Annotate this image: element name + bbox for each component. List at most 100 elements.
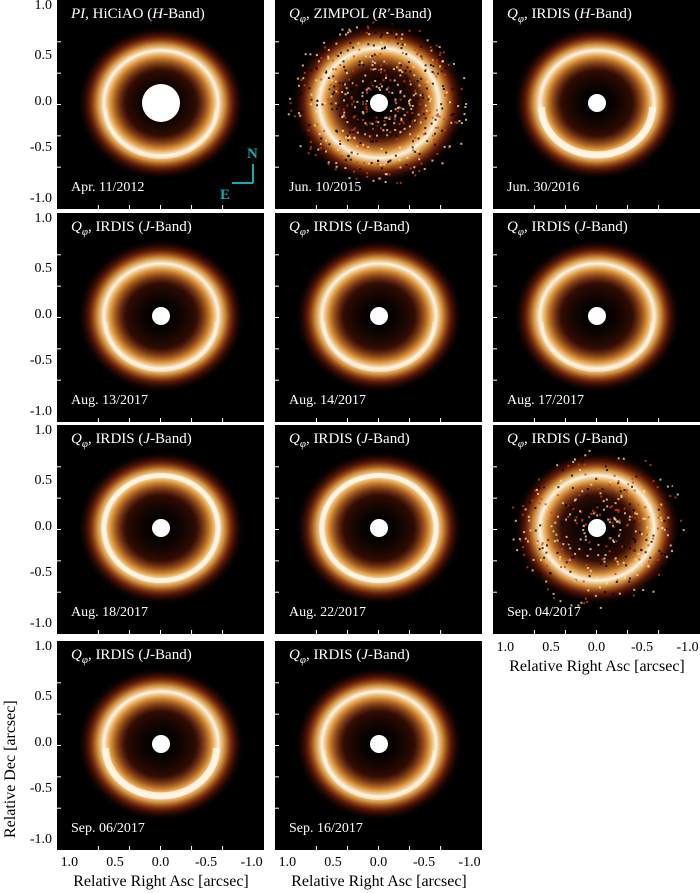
x-axis-label: Relative Right Asc [arcsec] — [73, 873, 249, 890]
title-band: J — [579, 219, 587, 235]
image-panel: Qφ, ZIMPOL (R′-Band) Jun. 10/2015 — [275, 0, 482, 209]
coronagraph-mask — [370, 94, 388, 112]
y-tick-label: -0.5 — [29, 353, 52, 369]
panel-date: Sep. 06/2017 — [71, 821, 145, 836]
y-tick-label: 0.0 — [34, 735, 53, 751]
image-panel: PI, HiCiAO (H-Band) Apr. 11/2012 N E — [57, 0, 264, 209]
title-instrument: , IRDIS ( — [523, 219, 580, 235]
title-instrument: , IRDIS ( — [523, 431, 580, 447]
coronagraph-mask — [588, 307, 606, 325]
title-band-suffix: -Band) — [590, 6, 632, 22]
x-tick-label: 1.0 — [496, 640, 515, 655]
title-subscript: φ — [517, 226, 524, 238]
disk-image — [275, 238, 463, 422]
y-tick-label: -1.0 — [29, 190, 52, 206]
disk-image — [57, 450, 245, 634]
title-quantity: Q — [289, 6, 300, 22]
disk-image — [275, 666, 463, 850]
image-panel: Qφ, IRDIS (J-Band) Sep. 04/2017 — [493, 425, 700, 634]
y-tick-label: 1.0 — [34, 0, 53, 14]
panel-date: Apr. 11/2012 — [71, 180, 145, 195]
coronagraph-mask — [370, 519, 388, 537]
title-band: J — [361, 219, 369, 235]
title-band: H — [152, 6, 164, 22]
title-quantity: Q — [71, 431, 82, 447]
title-quantity: Q — [289, 431, 300, 447]
title-quantity: Q — [289, 647, 300, 663]
title-band: J — [579, 431, 587, 447]
panel-date: Sep. 04/2017 — [507, 605, 581, 620]
x-tick-label: 1.0 — [278, 855, 297, 870]
panel-title: Qφ, IRDIS (J-Band) — [507, 431, 628, 450]
y-tick-label: 0.5 — [34, 48, 53, 64]
x-tick-label: 0.5 — [324, 855, 342, 870]
panel-title: Qφ, IRDIS (J-Band) — [289, 219, 410, 238]
title-quantity: Q — [289, 219, 300, 235]
panel-title: Qφ, IRDIS (J-Band) — [71, 647, 192, 666]
title-band-suffix: -Band) — [389, 6, 432, 22]
x-tick-label: -0.5 — [630, 640, 654, 655]
y-tick-label: 0.5 — [34, 473, 53, 489]
coronagraph-mask — [588, 519, 606, 537]
image-panel: Qφ, IRDIS (J-Band) Sep. 06/2017 — [57, 641, 264, 850]
panel-date: Jun. 10/2015 — [289, 180, 362, 195]
image-panel: Qφ, IRDIS (J-Band) Sep. 16/2017 — [275, 641, 482, 850]
disk-image — [493, 447, 685, 634]
disk-image — [57, 666, 245, 850]
panel-title: Qφ, IRDIS (H-Band) — [507, 6, 632, 25]
image-panel: Qφ, IRDIS (H-Band) Jun. 30/2016 — [493, 0, 700, 209]
coronagraph-mask — [152, 307, 170, 325]
coronagraph-mask — [152, 735, 170, 753]
title-instrument: , IRDIS ( — [87, 219, 144, 235]
title-instrument: , IRDIS ( — [523, 6, 580, 22]
title-band-suffix: -Band) — [368, 647, 410, 663]
panel-title: Qφ, IRDIS (J-Band) — [289, 431, 410, 450]
title-band: J — [143, 431, 151, 447]
x-tick-label: -1.0 — [240, 855, 263, 870]
compass-north-label: N — [247, 146, 258, 162]
compass-east-label: E — [220, 187, 231, 203]
y-tick-label: 0.5 — [34, 689, 53, 705]
panel-title: Qφ, IRDIS (J-Band) — [507, 219, 628, 238]
panel-date: Aug. 14/2017 — [289, 393, 366, 408]
title-band: H — [579, 6, 591, 22]
panel-date: Aug. 17/2017 — [507, 393, 584, 408]
y-axis-label: Relative Dec [arcsec] — [2, 700, 19, 838]
image-panel: Qφ, IRDIS (J-Band) Aug. 17/2017 — [493, 213, 700, 422]
x-axis-label: Relative Right Asc [arcsec] — [509, 658, 685, 675]
title-quantity: Q — [507, 6, 518, 22]
title-quantity: Q — [507, 219, 518, 235]
disk-image — [275, 450, 463, 634]
x-tick-label: -0.5 — [194, 855, 218, 870]
y-tick-label: -1.0 — [29, 403, 52, 419]
panel-title: Qφ, IRDIS (J-Band) — [71, 219, 192, 238]
title-band-suffix: -Band) — [150, 647, 192, 663]
disk-image — [57, 25, 254, 209]
y-tick-label: -1.0 — [29, 831, 52, 847]
disk-image — [275, 21, 471, 209]
image-panel: Qφ, IRDIS (J-Band) Aug. 18/2017 — [57, 425, 264, 634]
title-instrument: , IRDIS ( — [305, 219, 362, 235]
panel-date: Aug. 22/2017 — [289, 605, 366, 620]
panel-date: Sep. 16/2017 — [289, 821, 363, 836]
image-panel: Qφ, IRDIS (J-Band) Aug. 22/2017 — [275, 425, 482, 634]
y-tick-label: 1.0 — [34, 639, 53, 655]
title-band: R′ — [377, 6, 390, 22]
coronagraph-mask — [142, 84, 180, 122]
panel-date: Jun. 30/2016 — [507, 180, 580, 195]
x-tick-label: -0.5 — [412, 855, 436, 870]
panel-date: Aug. 18/2017 — [71, 605, 148, 620]
title-band-suffix: -Band) — [368, 431, 410, 447]
x-tick-label: 0.5 — [542, 640, 560, 655]
compass-arrows — [232, 164, 254, 184]
title-instrument: , IRDIS ( — [305, 647, 362, 663]
title-instrument: , IRDIS ( — [305, 431, 362, 447]
x-tick-label: 0.0 — [369, 855, 388, 870]
image-panel: Qφ, IRDIS (J-Band) Aug. 13/2017 — [57, 213, 264, 422]
title-subscript: φ — [517, 13, 524, 25]
coronagraph-mask — [152, 519, 170, 537]
title-subscript: φ — [299, 438, 306, 450]
title-band: J — [361, 647, 369, 663]
coronagraph-mask — [370, 735, 388, 753]
title-subscript: φ — [299, 226, 306, 238]
